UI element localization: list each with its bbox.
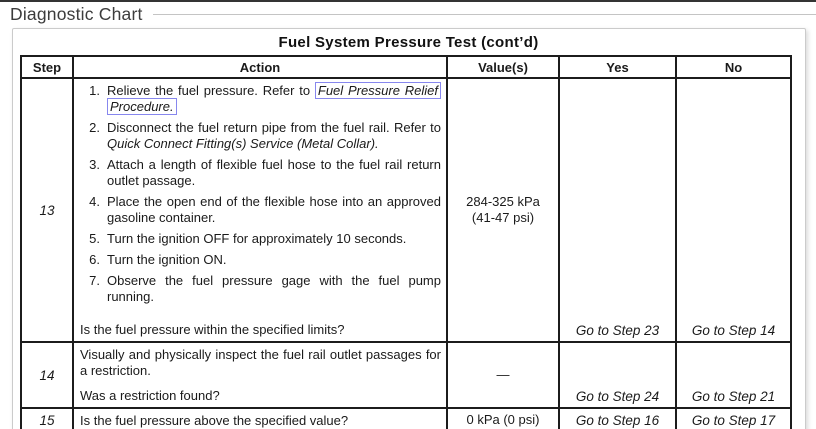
list-item-text: Relieve the fuel pressure. Refer to Fuel… [107, 82, 441, 115]
heading-divider [152, 13, 816, 15]
list-item-text: Place the open end of the flexible hose … [107, 194, 441, 226]
plain-text: Turn the ignition OFF for approximately … [107, 231, 407, 246]
decision-question: Is the fuel pressure within the specifie… [80, 322, 345, 337]
value-line: (41-47 psi) [471, 210, 535, 225]
list-item-text: Attach a length of flexible fuel hose to… [107, 157, 441, 189]
column-header-no: No [675, 55, 792, 79]
action-list-item: 3. Attach a length of flexible fuel hose … [80, 157, 441, 189]
procedure-link[interactable]: Fuel Pressure Relief Procedure. [107, 82, 441, 115]
value-cell: — [446, 341, 560, 409]
no-outcome: Go to Step 17 [675, 407, 792, 429]
action-cell: Visually and physically inspect the fuel… [72, 341, 448, 409]
list-number: 1. [89, 83, 100, 98]
column-header-values: Value(s) [446, 55, 560, 79]
list-item-text: Disconnect the fuel return pipe from the… [107, 120, 441, 152]
value-cell: 284-325 kPa (41-47 psi) [446, 77, 560, 343]
step-number: 13 [20, 77, 74, 343]
plain-text: Attach a length of flexible fuel hose to… [107, 157, 441, 188]
plain-text: Turn the ignition ON. [107, 252, 227, 267]
plain-text: Observe the fuel pressure gage with the … [107, 273, 441, 304]
value-cell: 0 kPa (0 psi) [446, 407, 560, 429]
plain-text: Place the open end of the flexible hose … [107, 194, 441, 225]
action-text: Is the fuel pressure above the specified… [80, 412, 349, 428]
decision-question: Was a restriction found? [80, 388, 220, 403]
column-header-action: Action [72, 55, 448, 79]
yes-outcome: Go to Step 16 [558, 407, 677, 429]
list-number: 3. [89, 157, 100, 172]
action-list-item: 1. Relieve the fuel pressure. Refer to Fu… [80, 82, 441, 115]
action-cell: Is the fuel pressure above the specified… [72, 407, 448, 429]
page-top-border [0, 0, 816, 2]
chart-title: Fuel System Pressure Test (cont’d) [278, 34, 539, 51]
column-header-step: Step [20, 55, 74, 79]
table-row-step-13: 13 1. Relieve the fuel pressure. Refer to… [20, 77, 792, 343]
step-number: 15 [20, 407, 74, 429]
list-item-text: Observe the fuel pressure gage with the … [107, 273, 441, 305]
table-header-row: Step Action Value(s) Yes No [20, 55, 792, 79]
yes-outcome: Go to Step 24 [558, 341, 677, 409]
action-list-item: 7. Observe the fuel pressure gage with th… [80, 273, 441, 305]
yes-outcome: Go to Step 23 [558, 77, 677, 343]
list-item-text: Turn the ignition ON. [107, 252, 441, 268]
reference-text: Quick Connect Fitting(s) Service (Metal … [107, 136, 379, 151]
action-cell: 1. Relieve the fuel pressure. Refer to Fu… [72, 77, 448, 343]
chart-panel: Fuel System Pressure Test (cont’d) Step … [12, 28, 806, 429]
table-row-step-14: 14 Visually and physically inspect the f… [20, 341, 792, 409]
table-row-step-15: 15 Is the fuel pressure above the specif… [20, 407, 792, 429]
action-list-item: 2. Disconnect the fuel return pipe from t… [80, 120, 441, 152]
no-outcome: Go to Step 14 [675, 77, 792, 343]
step-number: 14 [20, 341, 74, 409]
list-number: 2. [89, 120, 100, 135]
column-header-yes: Yes [558, 55, 677, 79]
list-number: 5. [89, 231, 100, 246]
action-text: Visually and physically inspect the fuel… [80, 347, 441, 378]
list-number: 4. [89, 194, 100, 209]
diagnostic-table: Step Action Value(s) Yes No 13 1. Relieve… [20, 55, 792, 429]
plain-text: Relieve the fuel pressure. Refer to [107, 83, 315, 98]
action-list-item: 4. Place the open end of the flexible hos… [80, 194, 441, 226]
plain-text: Disconnect the fuel return pipe from the… [107, 120, 441, 135]
page-heading: Diagnostic Chart [0, 2, 816, 24]
page-title: Diagnostic Chart [10, 3, 143, 24]
list-number: 7. [89, 273, 100, 288]
action-list-item: 5. Turn the ignition OFF for approximatel… [80, 231, 441, 247]
list-item-text: Turn the ignition OFF for approximately … [107, 231, 441, 247]
action-list: 1. Relieve the fuel pressure. Refer to Fu… [80, 82, 441, 310]
value-line: 284-325 kPa [466, 194, 540, 209]
no-outcome: Go to Step 21 [675, 341, 792, 409]
action-list-item: 6. Turn the ignition ON. [80, 252, 441, 268]
list-number: 6. [89, 252, 100, 267]
